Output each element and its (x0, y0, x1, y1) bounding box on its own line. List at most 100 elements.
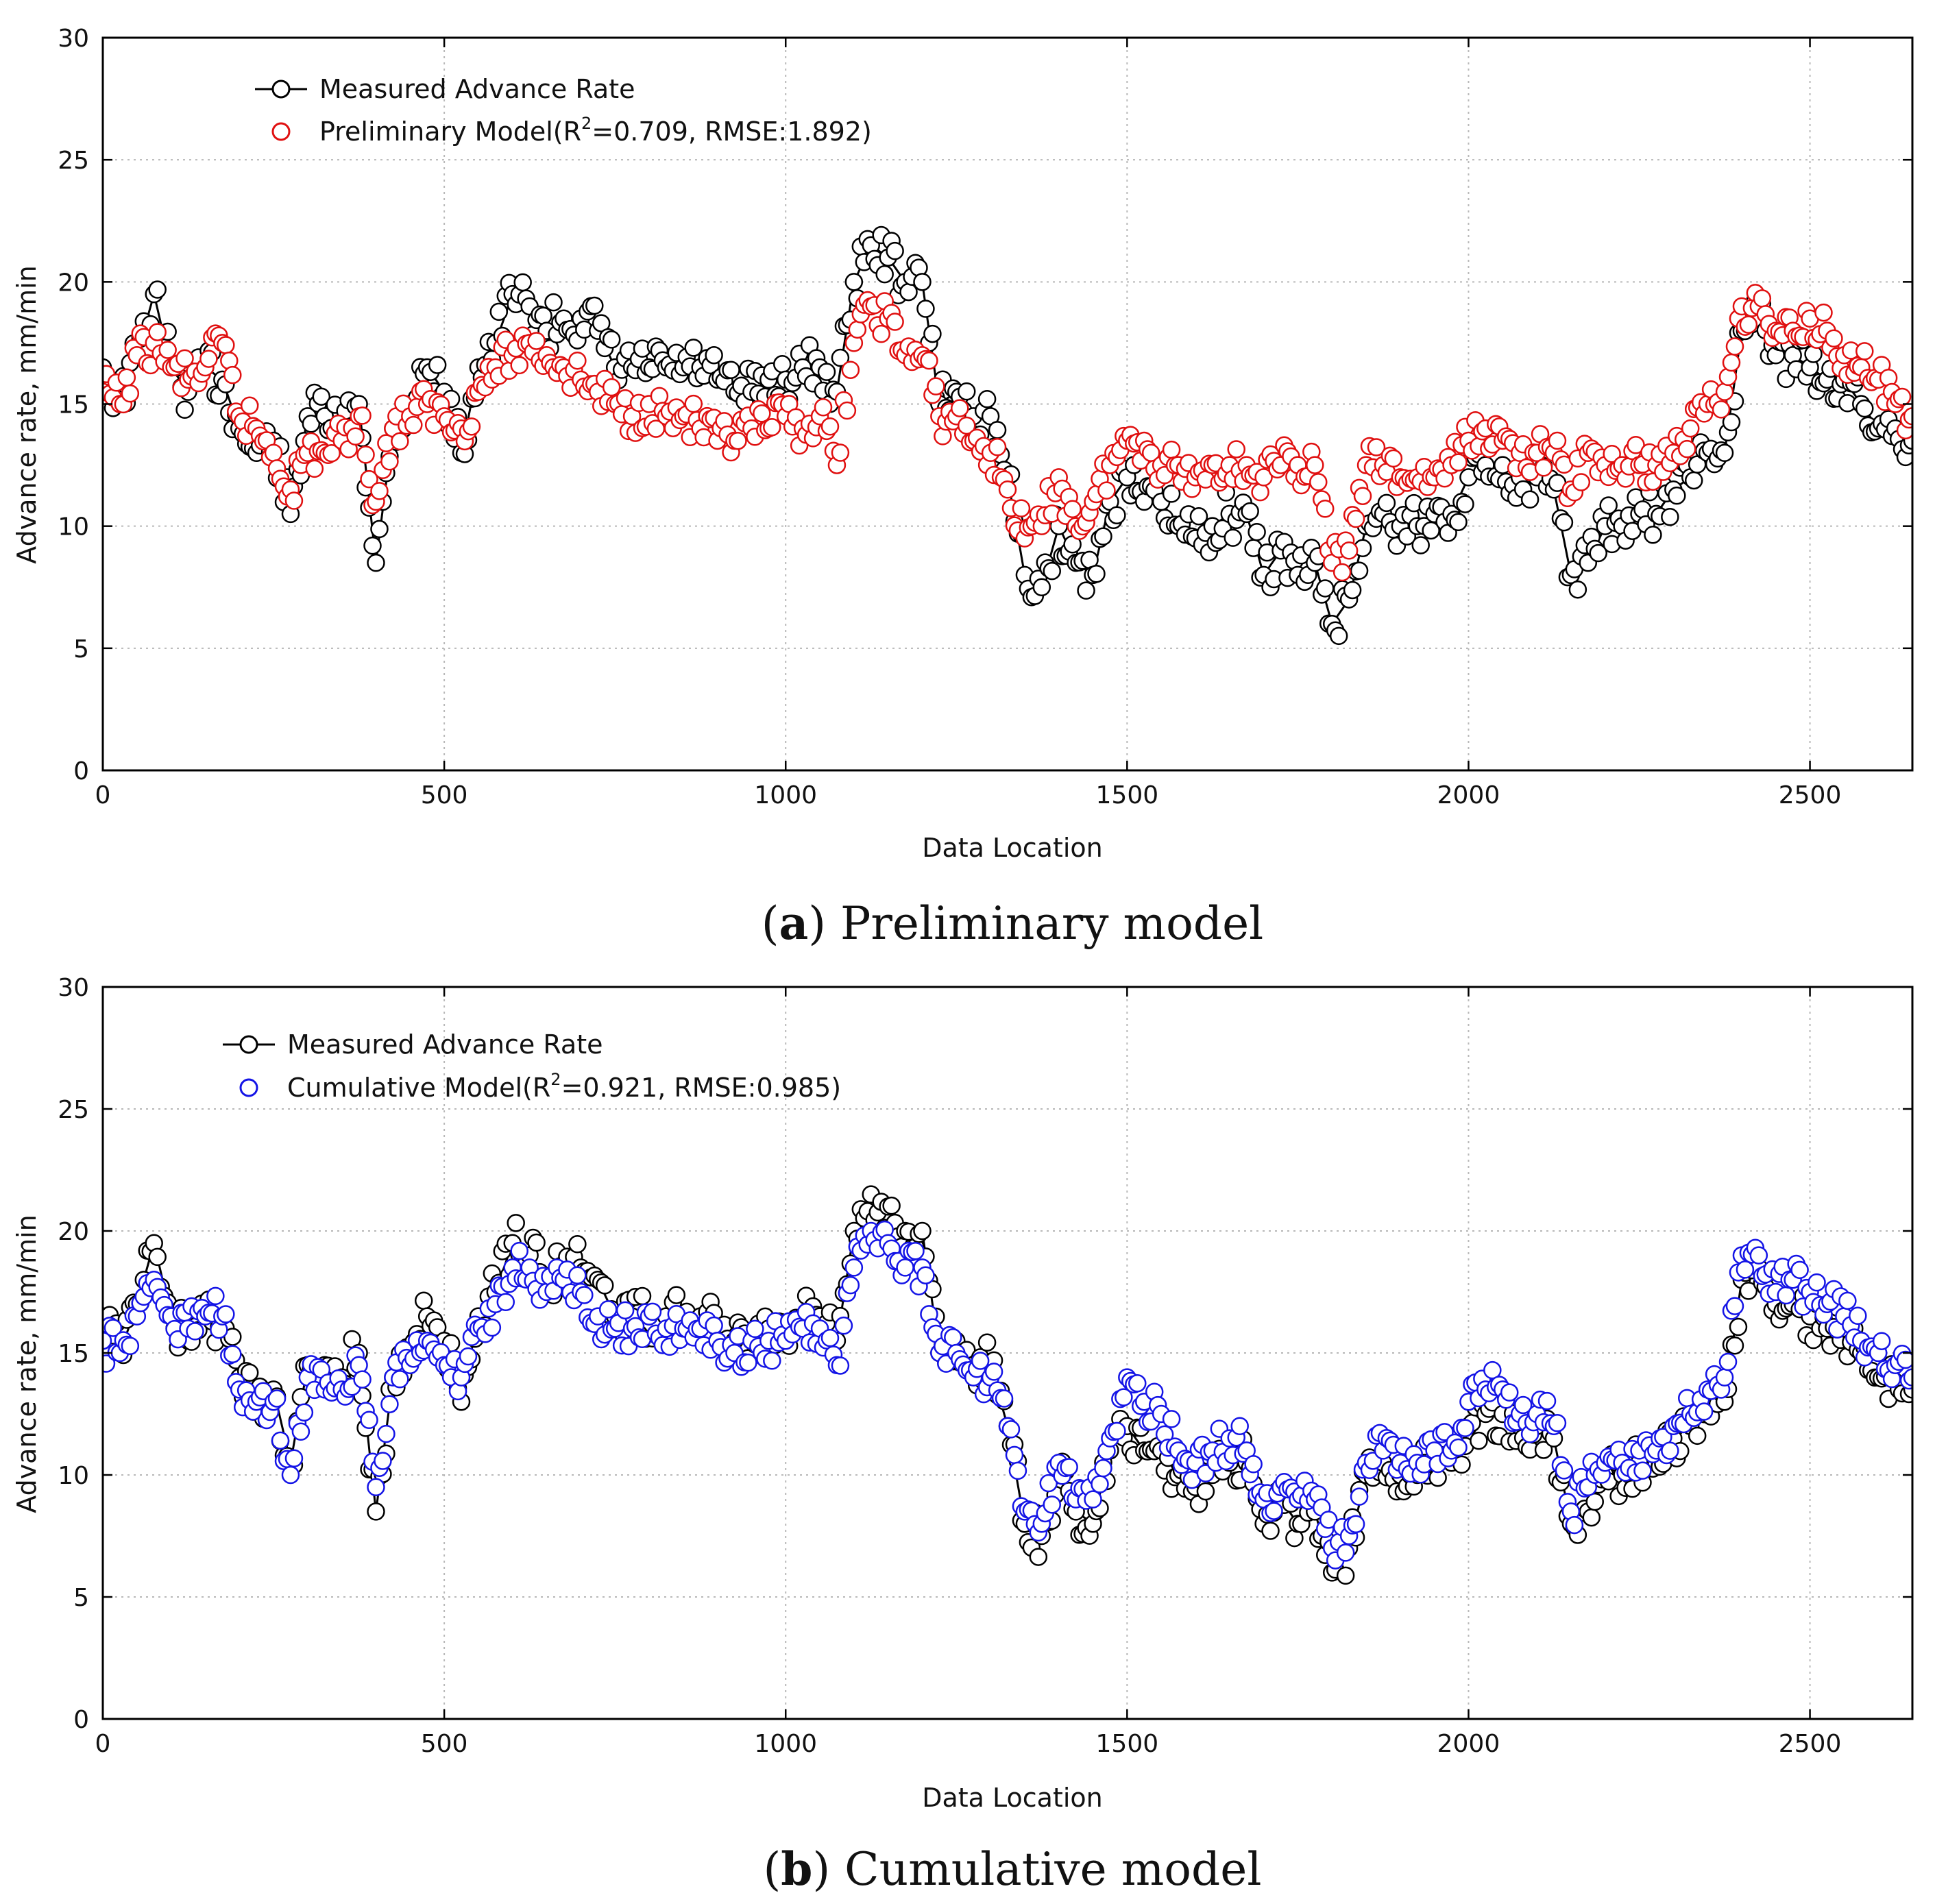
panel-b-measured-point-dense (1261, 1522, 1280, 1540)
panel-a-model-point (1306, 456, 1324, 474)
panel-a-model-point-dense (510, 356, 528, 375)
panel-b-model-point-dense (186, 1322, 204, 1341)
panel-b-model-point-dense (831, 1356, 850, 1375)
panel-b-y-tick-label: 15 (58, 1340, 89, 1368)
panel-b-measured-point-dense (977, 1333, 997, 1352)
panel-a-measured-point-dense (1520, 490, 1540, 509)
panel-a-model-point-dense (753, 404, 771, 423)
panel-a-model-point-dense (305, 459, 324, 478)
panel-b-x-tick-label: 2500 (1779, 1730, 1842, 1758)
panel-a-model-point-dense (886, 313, 904, 331)
panel-b-model-point-dense (104, 1319, 123, 1337)
panel-b-model-point (103, 1331, 112, 1350)
panel-a-model-point-dense (158, 341, 177, 359)
panel-a-measured-point-dense (1684, 471, 1703, 490)
panel-b-model-point-dense (1694, 1402, 1714, 1421)
panel-a-measured-point-dense (428, 356, 447, 374)
panel-a-x-tick-label: 1000 (754, 781, 817, 809)
panel-b-measured-point-dense (633, 1286, 652, 1306)
panel-b-model-point-dense (984, 1363, 1003, 1381)
panel-a-model-point-dense (1603, 445, 1621, 463)
panel-a-model-point-dense (1712, 400, 1731, 419)
panel-b-model-point-dense (1555, 1461, 1574, 1480)
panel-a-measured-point-dense (1456, 495, 1474, 513)
panel-b-model-point-dense (1718, 1352, 1738, 1371)
panel-a-y-axis-title: Advance rate, mm/min (12, 265, 42, 564)
panel-b-y-tick-label: 25 (58, 1096, 89, 1124)
panel-a-model-point-dense (729, 431, 747, 450)
panel-a-measured-point-dense (957, 382, 976, 401)
panel-b-model-point-dense (834, 1316, 853, 1335)
panel-b-x-tick-label: 2000 (1437, 1730, 1500, 1758)
panel-a-model-point-dense (240, 396, 259, 415)
panel-b-model-point-dense (739, 1353, 757, 1372)
panel-a-measured-point-dense (513, 273, 532, 292)
panel-a-model-point-dense (650, 387, 669, 406)
panel-a-model-point-dense (820, 417, 840, 436)
panel-b-x-tick-label: 500 (421, 1730, 468, 1758)
panel-a-measured-point (844, 273, 864, 291)
panel-a-measured-point-dense (1241, 502, 1259, 521)
panel-a-measured-point-dense (312, 387, 331, 406)
panel-b-measured-point (367, 1502, 385, 1521)
panel-b-model-point-dense (380, 1395, 399, 1413)
panel-b-model-point-dense (1039, 1474, 1058, 1493)
panel-a-caption: (a) Preliminary model (762, 896, 1264, 950)
panel-a-model-point-dense (322, 443, 341, 463)
panel-b-measured-point-dense (1585, 1492, 1605, 1511)
panel-b-model-point-dense (1513, 1395, 1533, 1415)
panel-a-measured-point-dense (1555, 513, 1574, 532)
panel-b-model-point-dense (291, 1422, 311, 1441)
panel-b-series-model (103, 1220, 1912, 1570)
panel-a-y-tick-label: 30 (58, 25, 89, 53)
panel-b-legend-model-label-sup: 2 (550, 1070, 561, 1089)
panel-b-model-point-dense (1548, 1414, 1567, 1432)
panel-b-measured-point-dense (414, 1291, 433, 1310)
panel-b-caption-text: ) Cumulative model (812, 1843, 1261, 1896)
panel-b-legend: Measured Advance Rate Cumulative Model(R… (223, 1029, 841, 1103)
panel-a-model-point-dense (1572, 473, 1591, 491)
panel-a-measured-point-dense (817, 363, 836, 381)
panel-a-measured-point-dense (148, 280, 167, 299)
panel-b-model-point-dense (1790, 1260, 1809, 1280)
panel-b-model-point-dense (1060, 1458, 1078, 1476)
panel-b-model-point-dense (1449, 1438, 1468, 1457)
panel-a-measured-point-dense (1668, 486, 1686, 505)
panel-a-model-point-dense (1162, 440, 1181, 459)
panel-a-measured-point-dense (1350, 561, 1369, 580)
panel-a-model-point-dense (370, 482, 389, 500)
panel-b-legend-measured-marker (239, 1035, 258, 1054)
panel-a-caption-open: ( (762, 897, 779, 950)
panel-b-measured-point-dense (1582, 1508, 1601, 1527)
panel-a-measured-point-dense (1087, 565, 1106, 583)
panel-a-x-tick-label: 500 (421, 781, 468, 809)
panel-b-legend-model-label-main: Cumulative Model(R (287, 1073, 550, 1103)
panel-a-model-point-dense (284, 491, 304, 510)
panel-a-model-point (1254, 468, 1273, 487)
panel-b-model-point-dense (1872, 1332, 1891, 1350)
panel-a-measured-point-dense (1644, 525, 1662, 544)
panel-a-model-point-dense (951, 399, 969, 417)
panel-b-y-tick-label: 5 (73, 1584, 89, 1612)
panel-a-measured-point-dense (1162, 485, 1181, 503)
panel-b-model-point (1903, 1368, 1912, 1387)
panel-a-model-point-dense (1627, 435, 1645, 454)
panel-a-x-tick-label: 2000 (1437, 781, 1500, 809)
panel-b-model-point-dense (1537, 1391, 1557, 1411)
panel-a-model-point (264, 443, 283, 463)
panel-b-legend-model-marker (239, 1078, 258, 1097)
panel-b-measured-point-dense (1029, 1548, 1048, 1566)
panel-a-series-model (103, 284, 1912, 582)
panel-b-measured-point-dense (882, 1196, 901, 1215)
panel-a-measured-point-dense (1108, 506, 1126, 525)
panel-b-model-point-dense (616, 1301, 635, 1320)
panel-a-model-point-dense (872, 324, 890, 343)
panel-a-measured-point-dense (1329, 626, 1348, 646)
panel-a-model-point-dense (1548, 431, 1567, 450)
panel-a-measured-point-dense (1248, 522, 1266, 541)
panel-a-caption-letter: a (779, 896, 808, 950)
panel-b-model-point-dense (971, 1352, 990, 1370)
panel-a-measured-point-dense (916, 300, 935, 318)
panel-b-model-point-dense (1005, 1445, 1024, 1465)
panel-b-model-point-dense (1008, 1461, 1027, 1480)
